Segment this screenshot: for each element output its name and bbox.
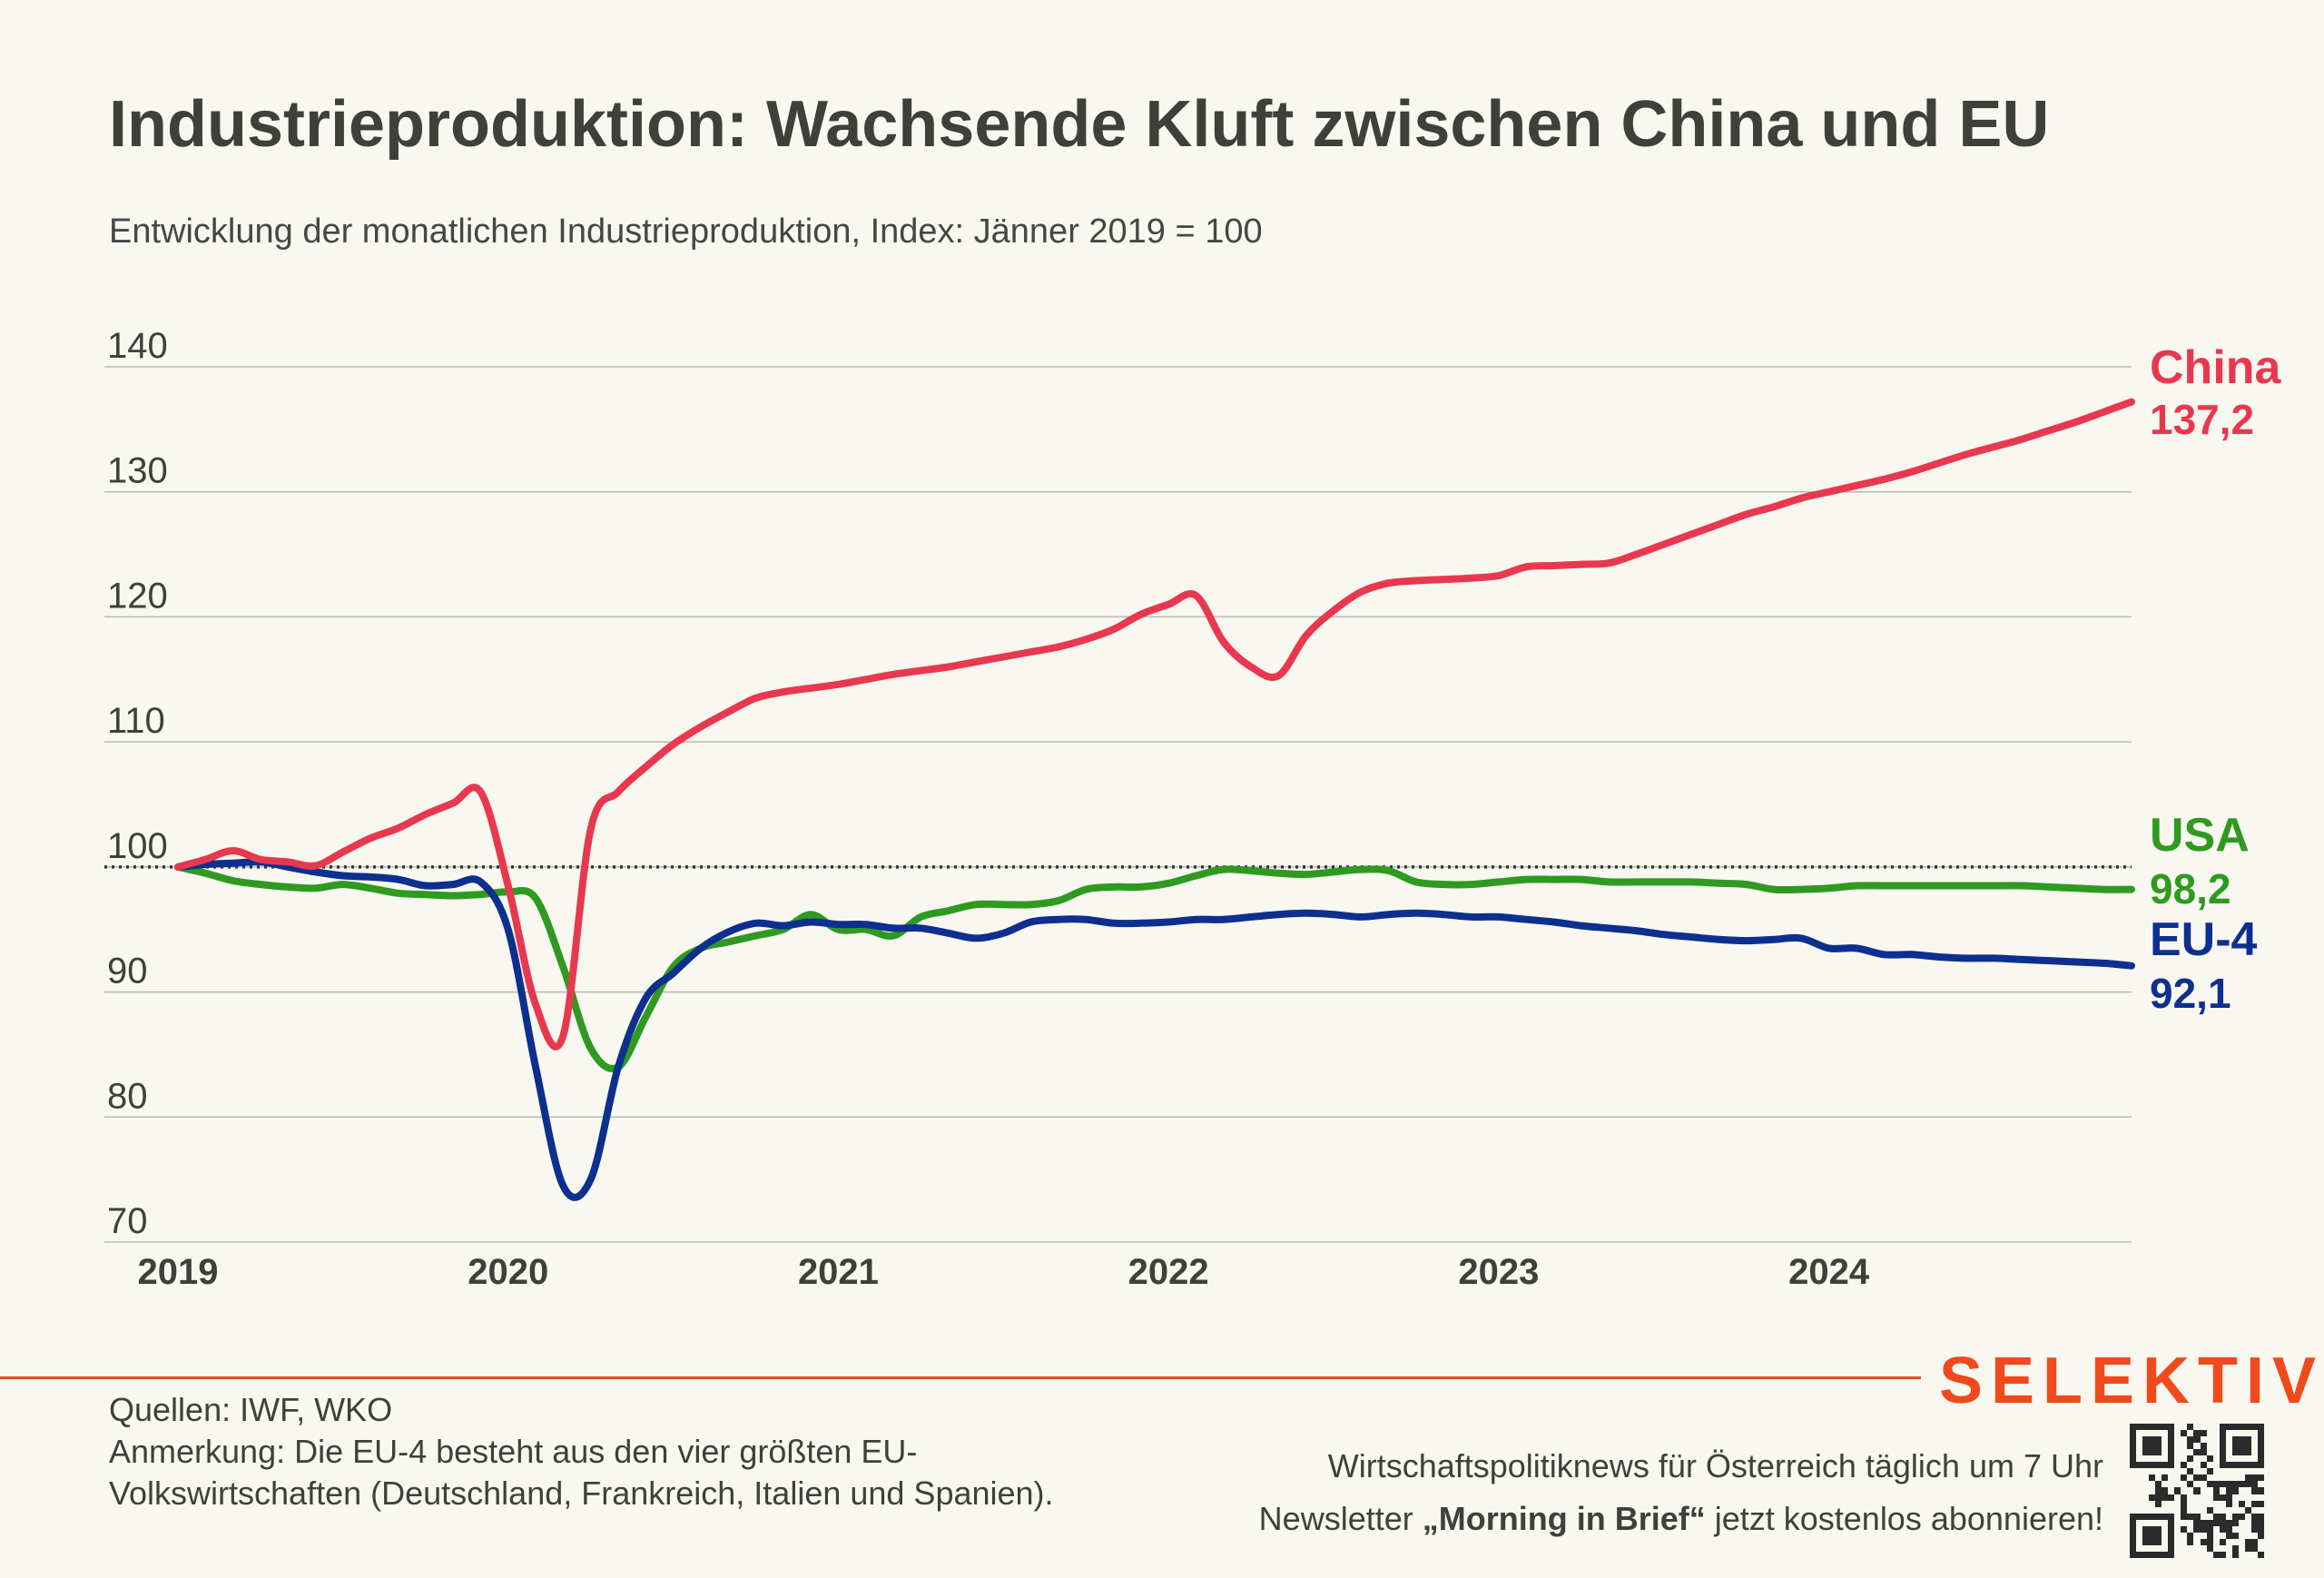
y-tick-label: 80 bbox=[107, 1076, 148, 1116]
y-tick-label: 70 bbox=[107, 1201, 148, 1241]
x-tick-label: 2024 bbox=[1788, 1252, 1870, 1292]
y-tick-label: 120 bbox=[107, 576, 168, 616]
chart-subtitle: Entwicklung der monatlichen Industriepro… bbox=[109, 212, 1263, 251]
newsletter-promo: Wirtschaftspolitiknews für Österreich tä… bbox=[1259, 1440, 2103, 1545]
promo-line-1: Wirtschaftspolitiknews für Österreich tä… bbox=[1327, 1447, 2103, 1484]
series-line-eu-4 bbox=[174, 858, 2135, 1201]
line-chart: 70 80 90 100 110 120 130 140 2019 2020 2021 2022 202… bbox=[104, 326, 2282, 1292]
footer-divider bbox=[0, 1376, 1921, 1379]
y-tick-label: 110 bbox=[107, 701, 165, 741]
note-line-1: Anmerkung: Die EU-4 besteht aus den vier… bbox=[109, 1433, 918, 1470]
promo-suffix: jetzt kostenlos abonnieren! bbox=[1705, 1500, 2103, 1537]
x-tick-label: 2021 bbox=[798, 1252, 879, 1292]
x-tick-label: 2019 bbox=[138, 1252, 219, 1292]
chart-title: Industrieproduktion: Wachsende Kluft zwi… bbox=[109, 88, 2050, 161]
x-tick-label: 2020 bbox=[468, 1252, 548, 1292]
y-tick-label: 130 bbox=[107, 451, 168, 491]
y-tick-label: 90 bbox=[107, 952, 148, 991]
y-tick-label: 140 bbox=[107, 326, 168, 366]
promo-line-2[interactable]: Newsletter „Morning in Brief“ jetzt kost… bbox=[1259, 1493, 2103, 1545]
series-end-value-usa: 98,2 bbox=[2150, 865, 2231, 912]
qr-code-icon[interactable] bbox=[2130, 1424, 2264, 1558]
series-name-usa: USA bbox=[2150, 809, 2250, 862]
note-line-2: Volkswirtschaften (Deutschland, Frankrei… bbox=[109, 1474, 1054, 1512]
x-tick-label: 2023 bbox=[1458, 1252, 1539, 1292]
series-name-china: China bbox=[2150, 341, 2282, 394]
y-tick-label: 100 bbox=[107, 826, 168, 866]
newsletter-name[interactable]: „Morning in Brief“ bbox=[1422, 1500, 1706, 1537]
series-line-usa bbox=[174, 863, 2135, 1072]
series-line-china bbox=[174, 398, 2135, 1050]
x-tick-label: 2022 bbox=[1128, 1252, 1209, 1292]
brand-logo[interactable]: SELEKTIV bbox=[1939, 1345, 2324, 1417]
footer-sources: Quellen: IWF, WKO Anmerkung: Die EU-4 be… bbox=[109, 1389, 1180, 1514]
series-name-eu-4: EU-4 bbox=[2150, 913, 2258, 966]
series-end-value-china: 137,2 bbox=[2150, 396, 2254, 443]
sources-text: Quellen: IWF, WKO bbox=[109, 1391, 393, 1428]
promo-prefix: Newsletter bbox=[1258, 1500, 1423, 1537]
series-end-value-eu-4: 92,1 bbox=[2150, 970, 2231, 1017]
